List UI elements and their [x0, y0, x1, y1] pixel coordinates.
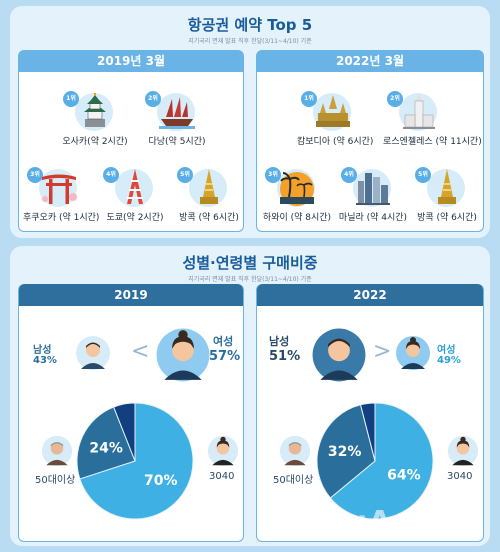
purchase-share-panel: 성별·연령별 구매비중 지기국리 면재 발표 직후 한달(3/11~4/10) … [10, 246, 490, 546]
osaka-castle-icon [84, 93, 106, 127]
tokyo-tower-icon [127, 169, 143, 204]
destination-name: 방콕 (약 6시간) [179, 213, 239, 223]
destination-item: 4위 도쿄(약 2시간) [99, 167, 171, 223]
pie-chart-2019: 70% 24% [76, 402, 194, 520]
top5-panel: 항공권 예약 Top 5 지기국리 면재 발표 직후 한달(3/11~4/10)… [10, 6, 490, 238]
age-older-label: 50대이상 [273, 475, 314, 486]
pie-slice-other [359, 402, 376, 462]
female-label: 여성 [213, 335, 234, 348]
pie-slice-other [112, 402, 136, 462]
torii-gate-icon [42, 174, 77, 204]
rank-badge: 4위 [341, 167, 357, 183]
age-younger-label: 3040 [209, 471, 235, 482]
male-percent: 43% [33, 355, 57, 366]
age-older-label: 50대이상 [35, 475, 76, 486]
pie-chart-2022: 64% 32% [316, 402, 434, 520]
destination-name: 다낭(약 5시간) [148, 137, 206, 147]
destination-item: 1위 오사카(약 2시간) [59, 91, 131, 147]
destination-name: 캄보디아 (약 6시간) [297, 137, 374, 147]
pie-card-2019: 2019 남성 43% < 여성 57% 50대이상 [18, 284, 244, 542]
male-label: 남성 [33, 345, 52, 356]
rank-badge: 5위 [177, 167, 193, 183]
destination-name: 후쿠오카 (약 1시간) [23, 213, 100, 223]
destination-item: 1위 캄보디아 (약 6시간) [297, 91, 374, 147]
person-older-icon [279, 435, 311, 467]
rank-badge: 1위 [301, 91, 317, 107]
manila-skyline-icon [356, 173, 390, 205]
card-header-2022: 2022년 3월 [257, 50, 483, 72]
destination-item: 2위 다낭(약 5시간) [141, 91, 213, 147]
destination-name: 방콕 (약 6시간) [417, 213, 477, 223]
destination-item: 3위 후쿠오카 (약 1시간) [23, 167, 100, 223]
card-header-2022: 2022 [257, 284, 483, 306]
pie-slice-50대이상 [316, 404, 376, 499]
danang-ship-icon [159, 97, 195, 129]
rank-badge: 3위 [265, 167, 281, 183]
pie-slice-3040 [329, 402, 434, 520]
compare-symbol: < [131, 339, 150, 364]
rank-badge: 2위 [145, 91, 161, 107]
destination-name: 로스엔젤레스 (약 11시간) [383, 137, 482, 147]
card-header-2019: 2019 [19, 284, 243, 306]
destination-item: 5위 방콕 (약 6시간) [411, 167, 483, 223]
destination-item: 4위 마닐라 (약 4시간) [337, 167, 409, 223]
female-avatar-icon [396, 336, 430, 370]
female-percent: 57% [209, 349, 241, 364]
female-avatar-icon [156, 328, 210, 382]
rank-badge: 4위 [103, 167, 119, 183]
rank-badge: 3위 [27, 167, 43, 183]
male-avatar-icon [76, 336, 110, 370]
rank-badge: 1위 [63, 91, 79, 107]
pie-slice-3040 [79, 402, 194, 520]
rank-badge: 5위 [415, 167, 431, 183]
rank-badge: 2위 [387, 91, 403, 107]
destination-name: 마닐라 (약 4시간) [338, 213, 408, 223]
pie-slice-label: 64% [387, 468, 421, 484]
section-subtitle: 지기국리 면재 발표 직후 한달(3/11~4/10) 기준 [188, 276, 312, 283]
pie-slice-label: 24% [89, 440, 123, 456]
hawaii-palm-icon [280, 172, 314, 206]
destination-item: 5위 방콕 (약 6시간) [173, 167, 245, 223]
female-label: 여성 [437, 345, 456, 356]
male-percent: 51% [269, 349, 301, 364]
compare-symbol: > [373, 339, 392, 364]
angkor-temple-icon [316, 95, 350, 127]
male-label: 남성 [269, 335, 290, 348]
destination-item: 2위 로스엔젤레스 (약 11시간) [383, 91, 482, 147]
destination-name: 도쿄(약 2시간) [106, 213, 164, 223]
person-younger-icon [207, 435, 239, 467]
pie-slice-label: 70% [144, 473, 178, 489]
person-younger-icon [447, 435, 479, 467]
destination-name: 오사카(약 2시간) [62, 137, 128, 147]
female-percent: 49% [437, 355, 461, 366]
pie-card-2022: 2022 남성 51% > 여성 49% 50대이상 [256, 284, 484, 542]
destination-item: 3위 하와이 (약 8시간) [261, 167, 333, 223]
watermark: dongA.com [279, 505, 478, 540]
card-2019: 2019년 3월 1위 오사카(약 2시간) 2위 [18, 50, 244, 232]
destination-name: 하와이 (약 8시간) [262, 213, 332, 223]
age-younger-label: 3040 [447, 471, 473, 482]
bangkok-temple-icon [200, 169, 218, 204]
pie-slice-label: 32% [328, 444, 362, 460]
los-angeles-city-hall-icon [403, 93, 435, 129]
section-title: 항공권 예약 Top 5 [187, 16, 313, 34]
section-subtitle: 지기국리 면재 발표 직후 한달(3/11~4/10) 기준 [188, 38, 312, 45]
section-title: 성별·연령별 구매비중 [182, 254, 318, 272]
card-2022: 2022년 3월 1위 캄보디아 (약 6시간) 2위 [256, 50, 484, 232]
male-avatar-icon [312, 328, 366, 382]
bangkok-temple-icon [438, 169, 456, 204]
person-older-icon [41, 435, 73, 467]
card-header-2019: 2019년 3월 [19, 50, 243, 72]
